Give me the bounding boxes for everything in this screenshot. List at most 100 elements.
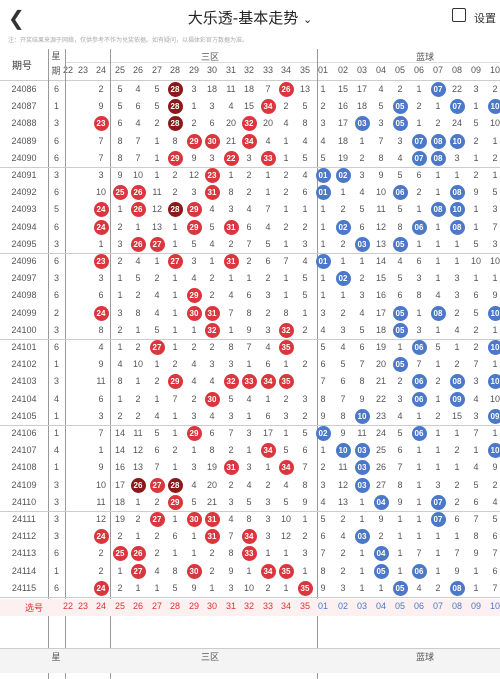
front-ball[interactable]: 29 bbox=[187, 220, 202, 235]
select-front-number[interactable]: 34 bbox=[278, 601, 294, 611]
select-front-number[interactable]: 22 bbox=[60, 601, 76, 611]
period-cell[interactable]: 24099 bbox=[0, 305, 48, 322]
period-cell[interactable]: 24097 bbox=[0, 270, 48, 287]
front-ball[interactable]: 23 bbox=[205, 168, 220, 183]
select-front-number[interactable]: 27 bbox=[149, 601, 165, 611]
period-cell[interactable]: 24111 bbox=[0, 511, 48, 528]
front-ball[interactable]: 31 bbox=[205, 529, 220, 544]
back-ball[interactable]: 10 bbox=[488, 374, 500, 389]
back-ball[interactable]: 07 bbox=[450, 99, 465, 114]
select-back-number[interactable]: 08 bbox=[449, 601, 465, 611]
period-cell[interactable]: 24088 bbox=[0, 115, 48, 132]
back-ball[interactable]: 05 bbox=[374, 564, 389, 579]
front-ball[interactable]: 31 bbox=[224, 254, 239, 269]
front-ball[interactable]: 29 bbox=[187, 202, 202, 217]
front-ball[interactable]: 31 bbox=[205, 306, 220, 321]
back-ball[interactable]: 03 bbox=[355, 478, 370, 493]
period-cell[interactable]: 24105 bbox=[0, 408, 48, 425]
front-ball[interactable]: 30 bbox=[187, 512, 202, 527]
select-back-number[interactable]: 05 bbox=[392, 601, 408, 611]
front-ball[interactable]: 26 bbox=[131, 185, 146, 200]
select-front-number[interactable]: 25 bbox=[112, 601, 128, 611]
front-ball[interactable]: 25 bbox=[113, 185, 128, 200]
front-ball[interactable]: 25 bbox=[113, 546, 128, 561]
back-ball[interactable]: 07 bbox=[431, 512, 446, 527]
back-ball[interactable]: 05 bbox=[393, 581, 408, 596]
select-front-number[interactable]: 24 bbox=[93, 601, 109, 611]
period-cell[interactable]: 24107 bbox=[0, 442, 48, 459]
front-ball[interactable]: 27 bbox=[150, 340, 165, 355]
front-ball[interactable]: 27 bbox=[150, 512, 165, 527]
front-ball[interactable]: 24 bbox=[94, 529, 109, 544]
select-back-number[interactable]: 01 bbox=[315, 601, 331, 611]
back-ball[interactable]: 05 bbox=[393, 323, 408, 338]
back-ball[interactable]: 04 bbox=[374, 495, 389, 510]
front-ball[interactable]: 31 bbox=[224, 460, 239, 475]
select-back-number[interactable]: 02 bbox=[335, 601, 351, 611]
back-ball[interactable]: 06 bbox=[412, 374, 427, 389]
back-ball[interactable]: 10 bbox=[488, 443, 500, 458]
back-ball[interactable]: 05 bbox=[393, 357, 408, 372]
back-ball[interactable]: 08 bbox=[450, 581, 465, 596]
period-cell[interactable]: 24104 bbox=[0, 391, 48, 408]
front-ball[interactable]: 31 bbox=[205, 185, 220, 200]
front-ball[interactable]: 30 bbox=[205, 392, 220, 407]
select-front-number[interactable]: 35 bbox=[297, 601, 313, 611]
front-ball[interactable]: 29 bbox=[187, 426, 202, 441]
period-cell[interactable]: 24102 bbox=[0, 356, 48, 373]
front-ball[interactable]: 28 bbox=[168, 116, 183, 131]
period-cell[interactable]: 24094 bbox=[0, 219, 48, 236]
period-cell[interactable]: 24103 bbox=[0, 373, 48, 390]
front-ball[interactable]: 34 bbox=[261, 443, 276, 458]
front-ball[interactable]: 35 bbox=[298, 581, 313, 596]
period-cell[interactable]: 24101 bbox=[0, 339, 48, 356]
back-ball[interactable]: 05 bbox=[393, 237, 408, 252]
back-ball[interactable]: 06 bbox=[412, 564, 427, 579]
back-ball[interactable]: 07 bbox=[412, 151, 427, 166]
front-ball[interactable]: 33 bbox=[242, 374, 257, 389]
front-ball[interactable]: 32 bbox=[205, 323, 220, 338]
select-front-number[interactable]: 29 bbox=[186, 601, 202, 611]
back-ball[interactable]: 07 bbox=[431, 495, 446, 510]
select-front-number[interactable]: 28 bbox=[167, 601, 183, 611]
back-ball[interactable]: 05 bbox=[393, 306, 408, 321]
period-cell[interactable]: 24091 bbox=[0, 167, 48, 184]
front-ball[interactable]: 23 bbox=[94, 116, 109, 131]
front-ball[interactable]: 22 bbox=[224, 151, 239, 166]
period-cell[interactable]: 24092 bbox=[0, 184, 48, 201]
period-cell[interactable]: 24086 bbox=[0, 81, 48, 98]
front-ball[interactable]: 32 bbox=[224, 374, 239, 389]
period-cell[interactable]: 24100 bbox=[0, 322, 48, 339]
front-ball[interactable]: 35 bbox=[279, 374, 294, 389]
back-ball[interactable]: 01 bbox=[316, 254, 331, 269]
period-cell[interactable]: 24087 bbox=[0, 98, 48, 115]
front-ball[interactable]: 24 bbox=[94, 306, 109, 321]
back-ball[interactable]: 03 bbox=[355, 443, 370, 458]
back-ball[interactable]: 10 bbox=[488, 99, 500, 114]
period-cell[interactable]: 24106 bbox=[0, 425, 48, 442]
back-ball[interactable]: 08 bbox=[431, 151, 446, 166]
back-ball[interactable]: 10 bbox=[336, 443, 351, 458]
front-ball[interactable]: 26 bbox=[279, 82, 294, 97]
period-header[interactable]: 期号 bbox=[2, 57, 42, 72]
front-ball[interactable]: 32 bbox=[242, 116, 257, 131]
front-ball[interactable]: 24 bbox=[94, 202, 109, 217]
front-ball[interactable]: 26 bbox=[131, 202, 146, 217]
period-cell[interactable]: 24108 bbox=[0, 459, 48, 476]
front-ball[interactable]: 28 bbox=[168, 99, 183, 114]
back-ball[interactable]: 10 bbox=[488, 340, 500, 355]
front-ball[interactable]: 34 bbox=[242, 134, 257, 149]
front-ball[interactable]: 33 bbox=[261, 151, 276, 166]
back-ball[interactable]: 02 bbox=[336, 168, 351, 183]
back-ball[interactable]: 07 bbox=[412, 134, 427, 149]
select-front-number[interactable]: 33 bbox=[260, 601, 276, 611]
period-cell[interactable]: 24113 bbox=[0, 545, 48, 562]
front-ball[interactable]: 34 bbox=[261, 99, 276, 114]
select-front-number[interactable]: 30 bbox=[204, 601, 220, 611]
back-ball[interactable]: 02 bbox=[336, 271, 351, 286]
select-back-number[interactable]: 10 bbox=[487, 601, 500, 611]
back-ball[interactable]: 01 bbox=[316, 185, 331, 200]
front-ball[interactable]: 32 bbox=[279, 323, 294, 338]
select-front-number[interactable]: 23 bbox=[75, 601, 91, 611]
